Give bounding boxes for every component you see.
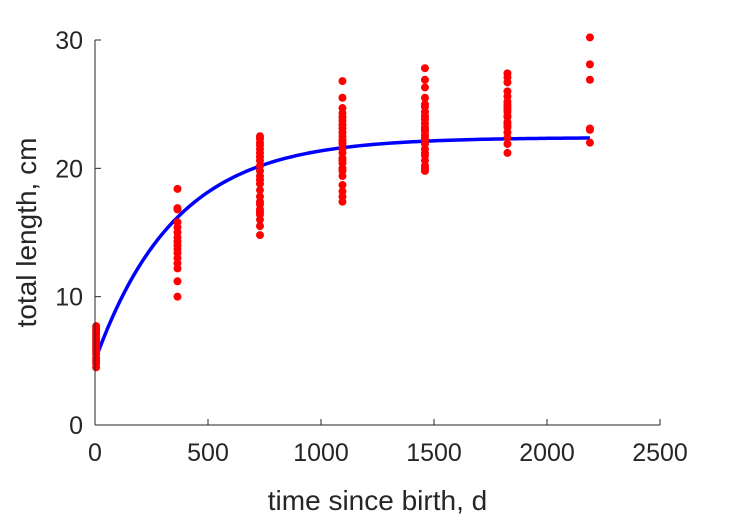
y-tick-label: 30 bbox=[55, 27, 83, 55]
plot-area bbox=[92, 33, 594, 372]
data-point bbox=[338, 166, 347, 175]
x-tick-label: 0 bbox=[88, 439, 102, 467]
data-point bbox=[585, 138, 594, 147]
data-point bbox=[92, 322, 101, 331]
y-tick-label: 0 bbox=[69, 412, 83, 440]
data-point bbox=[255, 186, 264, 195]
data-point bbox=[420, 125, 429, 134]
data-point bbox=[338, 181, 347, 190]
x-tick-label: 2500 bbox=[632, 439, 688, 467]
data-point bbox=[338, 77, 347, 86]
data-point bbox=[338, 93, 347, 102]
data-point bbox=[585, 60, 594, 69]
y-axis: 0 10 20 30 total length, cm bbox=[11, 27, 101, 440]
data-point bbox=[338, 156, 347, 165]
data-point bbox=[420, 164, 429, 173]
data-point bbox=[420, 100, 429, 109]
data-point bbox=[420, 148, 429, 157]
data-point bbox=[585, 75, 594, 84]
data-point bbox=[585, 33, 594, 42]
data-point bbox=[255, 222, 264, 231]
data-point bbox=[503, 69, 512, 78]
data-point bbox=[420, 113, 429, 121]
data-point bbox=[255, 175, 264, 184]
x-tick-label: 2000 bbox=[519, 439, 575, 467]
data-point bbox=[173, 204, 182, 213]
data-point bbox=[173, 292, 182, 301]
y-tick-label: 10 bbox=[55, 284, 83, 312]
data-point bbox=[173, 218, 182, 227]
x-tick-label: 500 bbox=[187, 439, 229, 467]
data-point bbox=[173, 184, 182, 193]
data-point bbox=[255, 197, 264, 206]
data-point bbox=[420, 93, 429, 102]
data-points bbox=[92, 33, 594, 372]
data-point bbox=[503, 148, 512, 157]
data-point bbox=[420, 133, 429, 142]
y-axis-label: total length, cm bbox=[11, 138, 42, 328]
data-point bbox=[503, 111, 512, 120]
data-point bbox=[420, 75, 429, 84]
data-point bbox=[503, 120, 512, 129]
data-point bbox=[255, 132, 264, 141]
data-point bbox=[503, 87, 512, 96]
y-tick-label: 20 bbox=[55, 155, 83, 183]
data-point bbox=[338, 104, 347, 113]
data-point bbox=[585, 124, 594, 133]
x-axis-label: time since birth, d bbox=[268, 485, 487, 516]
data-point bbox=[255, 207, 264, 216]
data-point bbox=[338, 187, 347, 196]
x-tick-label: 1000 bbox=[293, 439, 349, 467]
y-ticks: 0 10 20 30 bbox=[55, 27, 101, 440]
data-point bbox=[503, 100, 512, 109]
data-point bbox=[173, 277, 182, 286]
data-point bbox=[338, 138, 347, 147]
x-axis: 0 500 1000 1500 2000 2500 time since birth, d bbox=[88, 419, 688, 516]
data-point bbox=[420, 83, 429, 92]
x-ticks: 0 500 1000 1500 2000 2500 bbox=[88, 419, 688, 467]
data-point bbox=[255, 231, 264, 240]
x-tick-label: 1500 bbox=[406, 439, 462, 467]
data-point bbox=[503, 139, 512, 148]
data-point bbox=[420, 64, 429, 73]
